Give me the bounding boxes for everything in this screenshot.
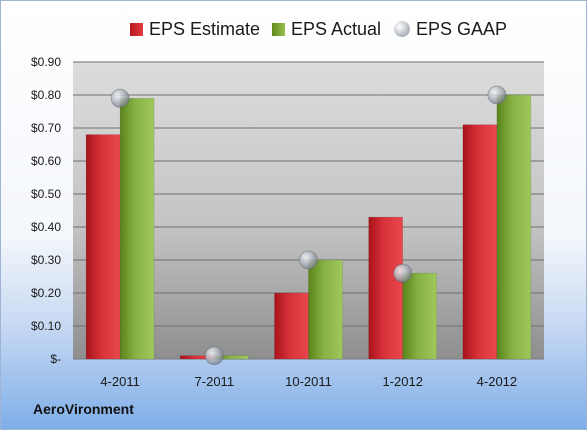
legend-swatch-eps-estimate <box>130 22 143 36</box>
y-tick-label: $0.40 <box>31 220 61 234</box>
eps-gaap-marker <box>110 88 130 108</box>
y-tick-label: $0.10 <box>31 319 61 333</box>
y-tick-label: $0.60 <box>31 154 61 168</box>
legend-label-eps-gaap: EPS GAAP <box>416 18 508 39</box>
legend-item-eps-estimate: EPS Estimate <box>130 17 260 41</box>
y-tick-label: $0.30 <box>31 253 61 267</box>
eps-estimate-bar <box>368 216 404 360</box>
eps-gaap-marker <box>204 346 224 366</box>
legend-label-eps-estimate: EPS Estimate <box>149 18 261 39</box>
y-tick-label: $- <box>50 352 61 366</box>
gaap-markers <box>110 85 507 366</box>
legend-item-eps-actual: EPS Actual <box>272 17 381 41</box>
eps-gaap-marker <box>487 85 507 105</box>
x-axis-labels: 4-2011 7-2011 10-2011 1-2012 4-2012 <box>100 374 517 389</box>
eps-estimate-bar <box>274 292 309 360</box>
eps-gaap-marker <box>393 263 413 283</box>
eps-actual-bar <box>496 94 532 360</box>
legend-item-eps-gaap: EPS GAAP <box>394 17 507 41</box>
y-tick-label: $0.90 <box>31 55 61 69</box>
x-category-label: 4-2011 <box>100 374 140 389</box>
company-name: AeroVironment <box>33 401 134 417</box>
x-category-label: 10-2011 <box>285 374 332 389</box>
y-tick-label: $0.80 <box>31 88 61 102</box>
eps-actual-bar <box>402 272 438 360</box>
x-category-label: 7-2011 <box>195 374 235 389</box>
eps-estimate-bar <box>85 134 121 360</box>
x-category-label: 1-2012 <box>382 374 422 389</box>
x-category-label: 4-2012 <box>477 374 517 389</box>
legend-swatch-eps-actual <box>272 22 285 36</box>
bars <box>85 94 532 360</box>
y-axis-ticks: $- $0.10 $0.20 $0.30 $0.40 $0.50 $0.60 $0.70 $0.… <box>31 55 61 366</box>
chart-legend: EPS Estimate EPS Actual EPS GAAP <box>0 17 587 41</box>
legend-label-eps-actual: EPS Actual <box>291 18 382 39</box>
y-tick-label: $0.50 <box>31 187 61 201</box>
y-tick-label: $0.20 <box>31 286 61 300</box>
y-tick-label: $0.70 <box>31 121 61 135</box>
eps-estimate-bar <box>462 124 498 360</box>
eps-actual-bar <box>119 98 155 360</box>
eps-gaap-marker <box>299 250 318 270</box>
eps-actual-bar <box>308 259 343 360</box>
legend-swatch-eps-gaap <box>394 21 410 37</box>
